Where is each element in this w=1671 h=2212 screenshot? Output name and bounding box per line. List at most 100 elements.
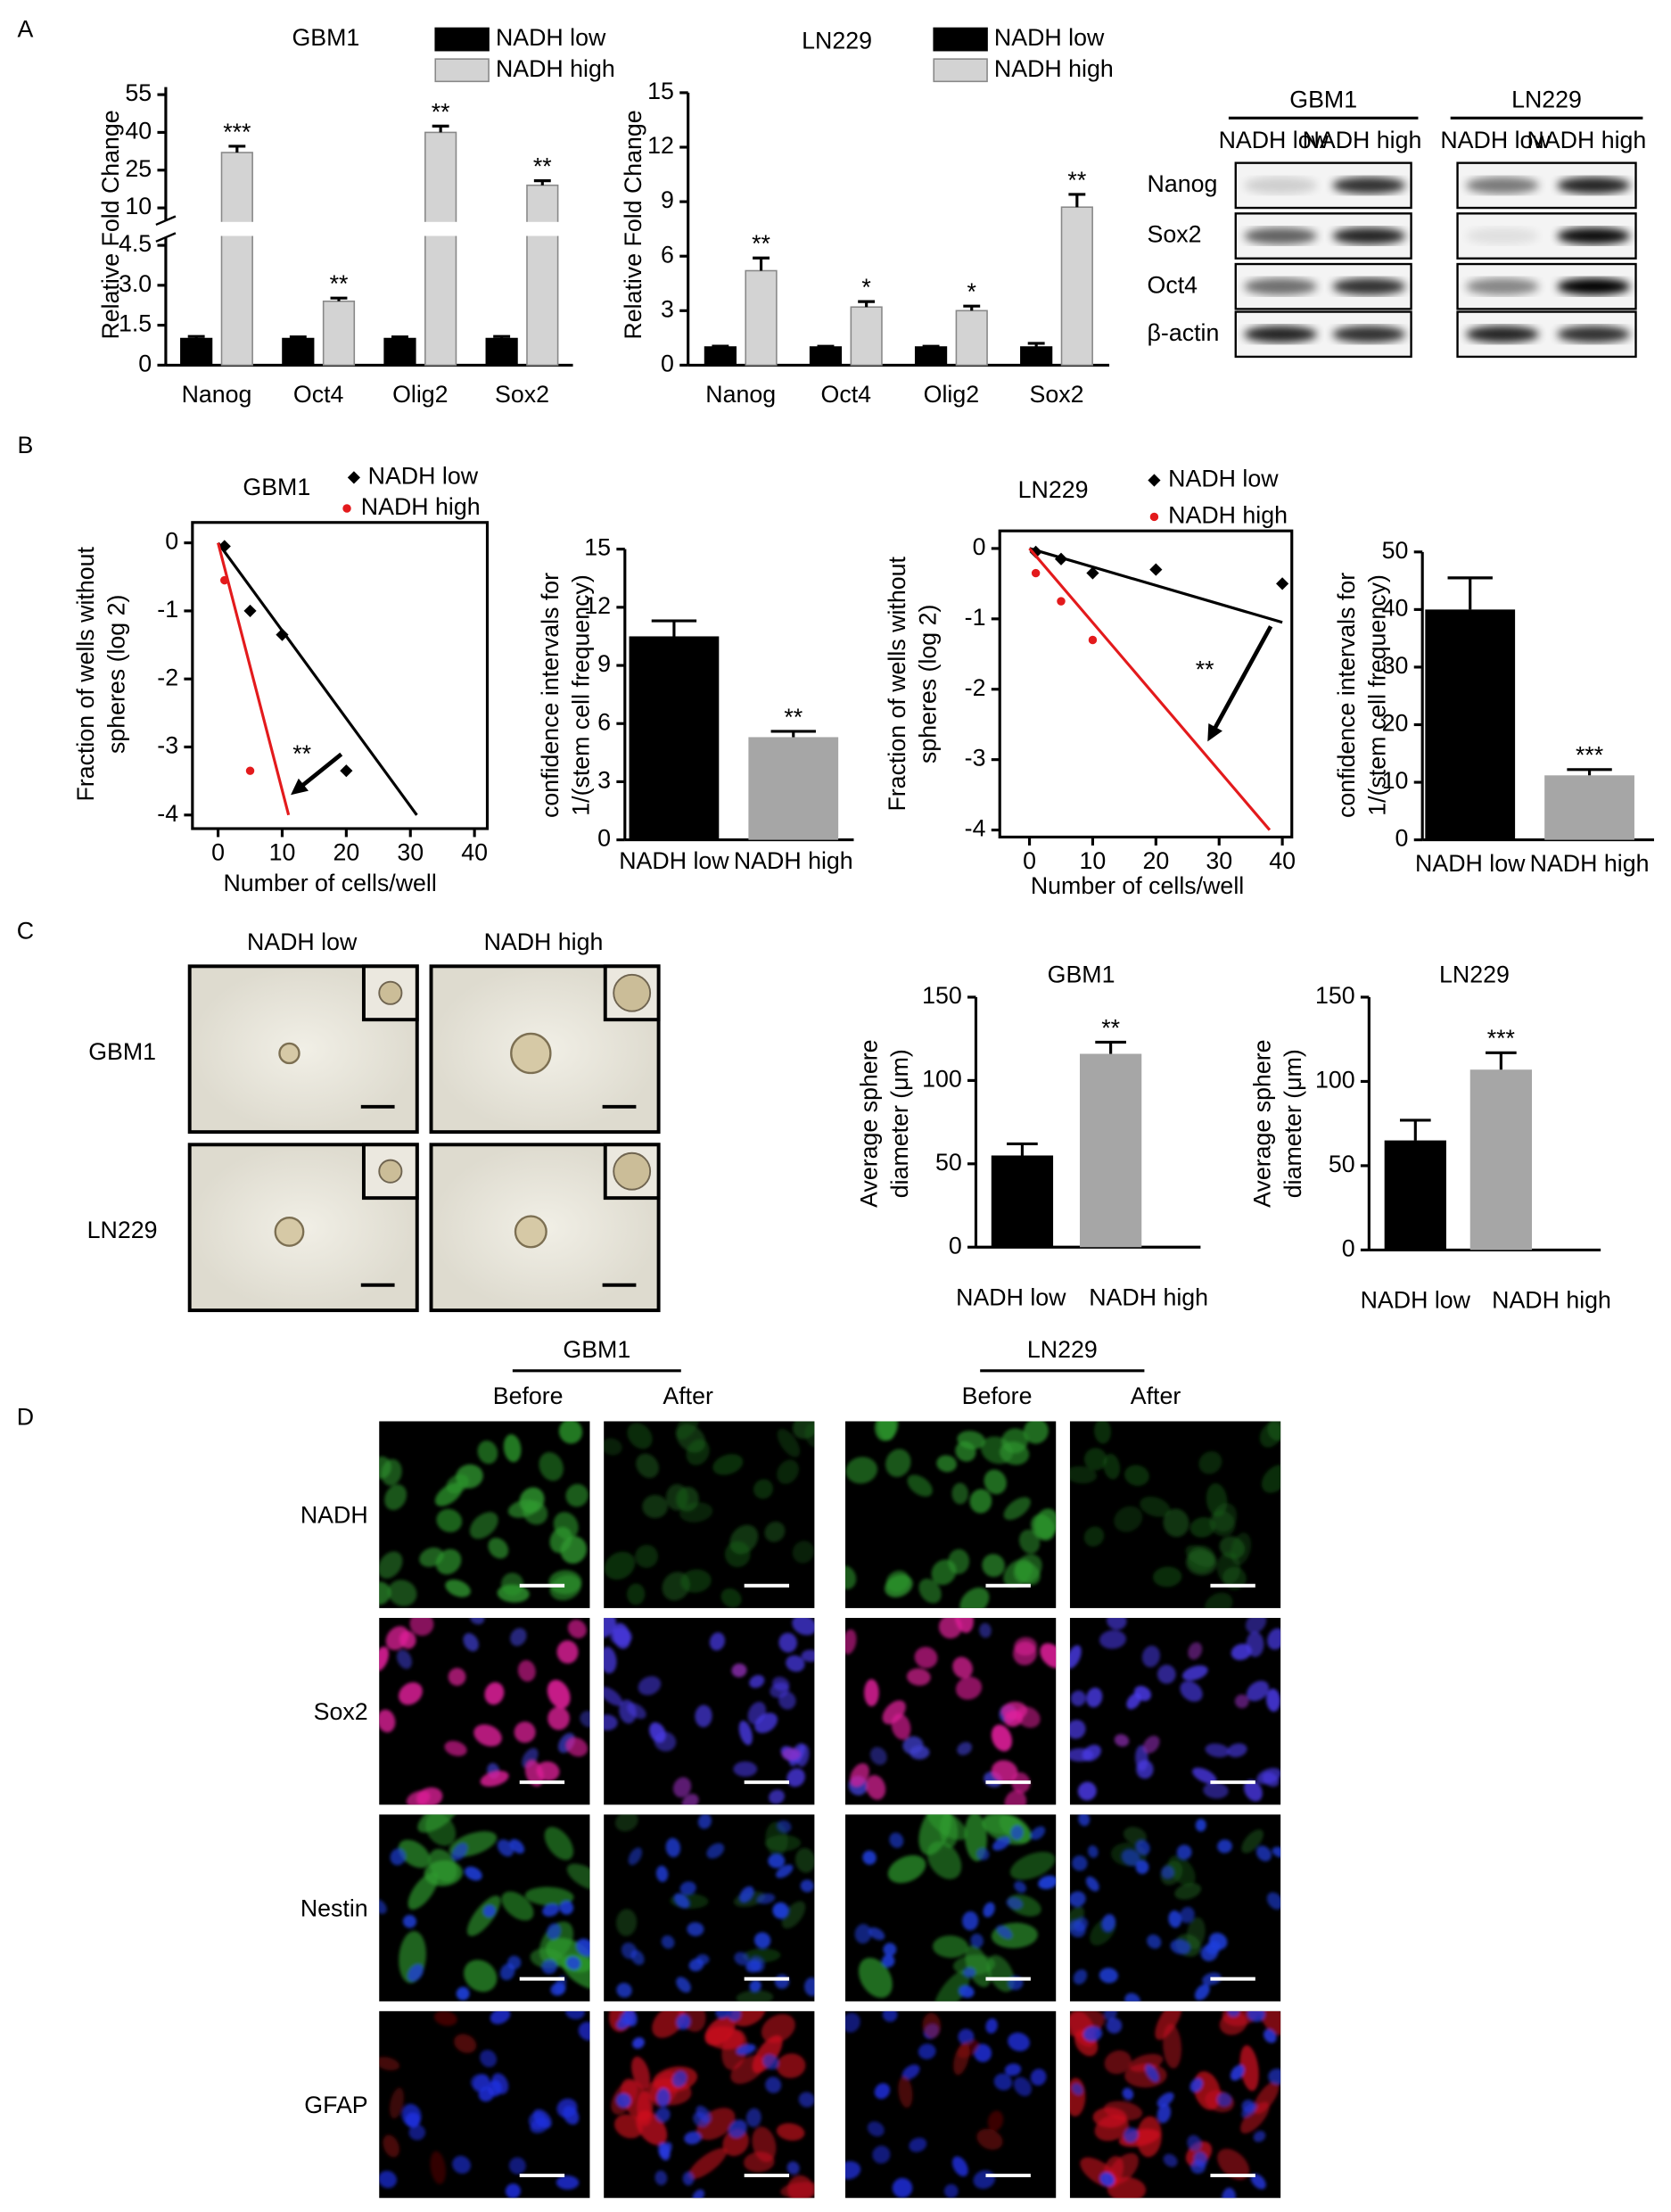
cell [1272,1846,1281,1858]
y-tick-label: -3 [157,732,178,759]
cell [614,2114,643,2139]
cell [635,1544,659,1568]
cell [480,1770,509,1787]
cell [1205,1592,1233,1608]
micrograph-cells [379,1421,589,1606]
if-column-label: After [663,1382,713,1409]
cell [501,1572,524,1597]
significance-label: ** [533,153,552,180]
point [1276,577,1289,590]
cell [565,2010,585,2019]
plot-frame [191,521,490,830]
if-row-label: NADH [300,1502,368,1529]
cell [724,1540,751,1568]
cell [706,1843,725,1859]
cell [649,1721,666,1743]
y-axis-label: Average sphere [855,1039,882,1207]
cell [1234,1694,1249,1709]
cell [765,2076,782,2093]
point [276,628,289,641]
cell [1107,1617,1127,1630]
cell [556,2175,580,2190]
error-bar [1068,193,1086,208]
cell [734,1952,749,1966]
y-tick-label: 150 [1315,982,1355,1009]
y-tick-label: 1.5 [119,310,152,337]
cell [936,1455,957,1473]
cell [1106,2018,1123,2034]
error-bar [1095,1040,1126,1054]
cell [786,2161,800,2175]
cell [1004,2063,1022,2076]
cell [787,2175,814,2199]
cell [604,1617,616,1638]
cell [1088,1845,1099,1858]
cell [885,1449,911,1477]
cell [464,1960,498,1993]
cell [615,2092,631,2109]
y-tick-label: -3 [965,745,986,772]
cell [804,1977,815,1997]
cell [974,2043,992,2062]
cell [379,2170,397,2189]
blot-band [1465,326,1539,343]
cell [1250,2174,1266,2190]
cell [1133,1686,1152,1702]
if-row-label: Nestin [300,1895,368,1922]
cell [772,1903,788,1919]
cell [1180,1906,1195,1924]
y-axis-label: Relative Fold Change [97,110,124,339]
cell [1222,2187,1236,2199]
error-bar [391,335,408,339]
cell [616,1909,638,1936]
cell [409,1617,434,1636]
legend-label: NADH low [368,462,479,489]
y-axis-label: diameter (μm) [886,1049,913,1198]
cell [874,2083,891,2100]
cell [1266,1688,1280,1712]
blot-band [1244,326,1318,343]
cell [914,1647,938,1669]
chart-title: LN229 [802,27,872,54]
cell [1206,1482,1228,1517]
cell [469,1512,498,1539]
cell [1122,1849,1140,1867]
y-axis-label: confidence intervals for [537,573,564,818]
blot-column-label: NADH low [1219,127,1329,153]
y-tick-label: 0 [597,825,611,852]
cell [778,1632,797,1653]
cell [1203,1782,1229,1799]
cell [733,1761,758,1777]
legend-label: NADH high [1168,502,1288,529]
cell [510,1628,527,1647]
cell [731,1663,747,1678]
cell [951,2156,968,2177]
cell [1085,1876,1099,1892]
micrograph-cells [1069,1814,1281,2002]
cell [693,2111,709,2127]
y-tick-label: 50 [1382,537,1409,564]
if-group-title: GBM1 [563,1336,630,1363]
y-tick-label: 9 [661,186,674,213]
cell [604,1714,618,1731]
cell [1082,1745,1101,1762]
cell [1222,2010,1260,2026]
bar [914,346,948,367]
cell [1246,1631,1264,1657]
cell [979,1622,992,1638]
y-tick-label: 15 [647,78,674,104]
cell [772,1676,790,1691]
cell [1205,1743,1230,1758]
cell [769,1789,785,1804]
cell [470,1617,485,1625]
y-axis-label: Fraction of wells without [72,547,99,802]
cell [1083,1526,1105,1547]
error-bar [963,304,981,311]
chart-title: LN229 [1018,476,1089,503]
bar [526,184,559,367]
arrow-head [291,778,309,796]
bar [991,1155,1054,1248]
x-tick-label: NADH low [619,847,729,874]
x-tick-label: Sox2 [495,381,549,408]
chart-title: GBM1 [292,24,360,51]
